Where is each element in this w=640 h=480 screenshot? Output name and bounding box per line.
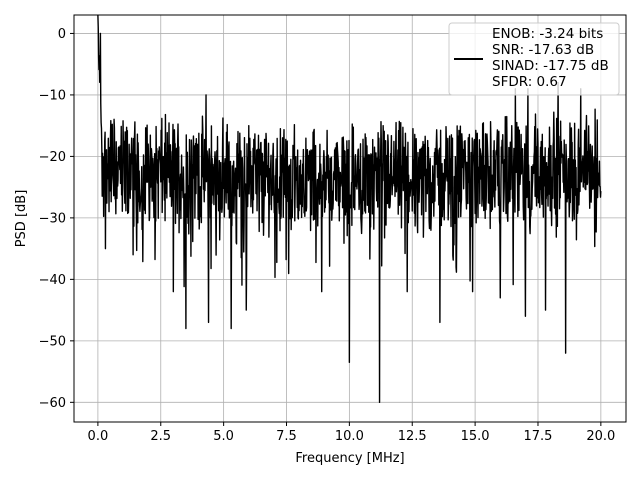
y-tick-label: 0 [58, 27, 66, 42]
y-tick-label: −10 [39, 88, 66, 103]
legend-entry-sfdr: SFDR: 0.67 [492, 74, 567, 90]
x-ticks: 0.0 2.5 5.0 7.5 10.0 12.5 15.0 17.5 20.0 [88, 422, 615, 444]
y-ticks: 0 −10 −20 −30 −40 −50 −60 [39, 27, 74, 411]
plot-frame [73, 14, 627, 423]
psd-trace-group [97, 15, 602, 404]
x-tick-label: 7.5 [276, 429, 297, 444]
x-tick-label: 10.0 [335, 429, 364, 444]
x-axis-label: Frequency [MHz] [295, 451, 404, 466]
y-tick-label: −60 [39, 396, 66, 411]
x-tick-label: 20.0 [586, 429, 615, 444]
y-tick-label: −20 [39, 150, 66, 165]
y-tick-label: −30 [39, 211, 66, 226]
legend-entry-enob: ENOB: -3.24 bits [492, 26, 603, 42]
x-tick-label: 12.5 [398, 429, 427, 444]
y-tick-label: −50 [39, 334, 66, 349]
y-axis-label: PSD [dB] [14, 190, 29, 248]
x-tick-label: 2.5 [150, 429, 171, 444]
x-tick-label: 17.5 [524, 429, 553, 444]
x-tick-label: 0.0 [88, 429, 109, 444]
legend-entry-sinad: SINAD: -17.75 dB [492, 58, 609, 74]
y-tick-label: −40 [39, 273, 66, 288]
legend-box [448, 22, 620, 96]
legend: ENOB: -3.24 bits SNR: -17.63 dB SINAD: -… [448, 22, 620, 96]
x-tick-label: 5.0 [213, 429, 234, 444]
psd-trace-line [97, 15, 602, 404]
legend-entry-snr: SNR: -17.63 dB [492, 42, 594, 58]
x-tick-label: 15.0 [461, 429, 490, 444]
